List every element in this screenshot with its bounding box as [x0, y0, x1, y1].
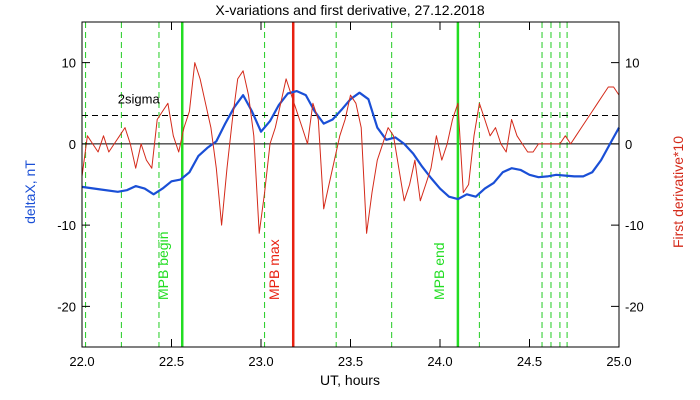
- y-tick-label-left: 0: [69, 137, 76, 152]
- series-layer: [81, 62, 620, 234]
- series-line-derivative: [81, 62, 620, 234]
- event-label: MPB begin: [155, 232, 171, 300]
- x-tick-label: 23.0: [248, 354, 273, 369]
- y-tick-label-right: -20: [625, 299, 644, 314]
- axes-layer: 22.0 22.5 23.0 23.5 24.0 24.5 25.0 10 10 0 0 -10 -10…: [57, 22, 644, 369]
- chart-title: X-variations and first derivative, 27.12…: [215, 2, 484, 18]
- y-axis-right-label: First derivative*10: [670, 136, 686, 248]
- y-tick-label-right: -10: [625, 218, 644, 233]
- y-tick-label-left: -20: [57, 299, 76, 314]
- y-tick-label-left: -10: [57, 218, 76, 233]
- threshold-layer: 2sigma: [82, 91, 619, 145]
- series-line-deltax: [81, 89, 620, 201]
- x-tick-label: 24.0: [427, 354, 452, 369]
- threshold-label: 2sigma: [118, 91, 161, 106]
- y-tick-label-right: 10: [625, 56, 639, 71]
- event-label: MPB end: [431, 242, 447, 300]
- x-tick-label: 23.5: [338, 354, 363, 369]
- y-tick-label-left: 10: [62, 56, 76, 71]
- y-tick-label-right: 0: [625, 137, 632, 152]
- x-axis-label: UT, hours: [320, 372, 380, 388]
- event-line-layer: MPB begin MPB max MPB end: [155, 22, 460, 347]
- x-tick-label: 24.5: [517, 354, 542, 369]
- dashed-marker-layer: [85, 22, 568, 347]
- y-axis-left-label: deltaX, nT: [22, 160, 38, 224]
- x-tick-label: 22.5: [159, 354, 184, 369]
- x-tick-label: 22.0: [69, 354, 94, 369]
- event-label: MPB max: [266, 239, 282, 300]
- x-tick-label: 25.0: [606, 354, 631, 369]
